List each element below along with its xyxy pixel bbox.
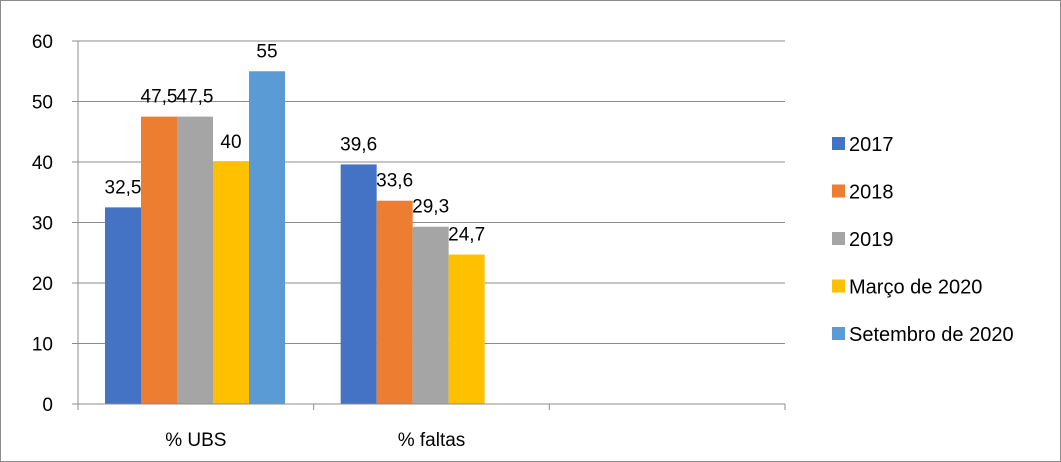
y-tick-label: 0	[42, 395, 53, 416]
data-label: 33,6	[376, 171, 413, 192]
legend-label: 2017	[849, 134, 894, 156]
legend-swatch	[832, 279, 845, 293]
data-label: 39,6	[340, 134, 377, 155]
bar-2018	[141, 116, 177, 404]
legend-label: Março de 2020	[849, 277, 982, 299]
bar-2017	[105, 207, 141, 404]
legend: 2017 2018 2019 Março de 2020 Setembro de 202…	[832, 134, 1014, 346]
bar-setembro-de-2020	[249, 71, 285, 404]
legend-swatch	[832, 184, 845, 198]
bars	[105, 71, 485, 404]
bar-2019	[412, 226, 449, 404]
bar-2017	[340, 164, 377, 404]
bar-2018	[376, 200, 413, 404]
legend-swatch	[832, 232, 845, 245]
legend-label: 2019	[849, 229, 894, 251]
legend-item: 2017	[832, 134, 894, 156]
legend-item: 2019	[832, 229, 894, 251]
y-tick-label: 10	[32, 335, 53, 356]
data-label: 47,5	[177, 87, 214, 108]
y-tick-label: 20	[32, 274, 53, 295]
data-label: 24,7	[448, 225, 485, 246]
legend-swatch	[832, 327, 845, 340]
x-axis-categories: % UBS % faltas	[165, 430, 465, 451]
y-tick-label: 30	[32, 214, 53, 235]
legend-label: 2018	[849, 182, 894, 204]
legend-swatch	[832, 137, 845, 150]
bar-2019	[177, 116, 213, 404]
data-label: 40	[220, 132, 241, 153]
y-tick-label: 40	[32, 153, 53, 174]
x-category-label: % faltas	[398, 430, 466, 451]
legend-item: Setembro de 2020	[832, 324, 1014, 346]
data-label: 29,3	[412, 197, 449, 218]
y-axis-ticks: 0 10 20 30 40 50 60	[32, 32, 53, 416]
axes	[72, 40, 786, 410]
y-tick-label: 50	[32, 93, 53, 114]
x-category-label: % UBS	[165, 430, 226, 451]
y-tick-label: 60	[32, 32, 53, 53]
data-label: 55	[256, 41, 277, 62]
data-labels: 32,5 39,6 47,5 33,6 47,5 29,3 40 24,7 55	[105, 41, 486, 245]
legend-item: 2018	[832, 182, 894, 204]
legend-label: Setembro de 2020	[849, 324, 1014, 346]
data-label: 47,5	[141, 87, 178, 108]
data-label: 32,5	[105, 177, 142, 198]
legend-item: Março de 2020	[832, 277, 982, 299]
bar-março-de-2020	[448, 254, 485, 404]
bar-março-de-2020	[213, 162, 249, 404]
